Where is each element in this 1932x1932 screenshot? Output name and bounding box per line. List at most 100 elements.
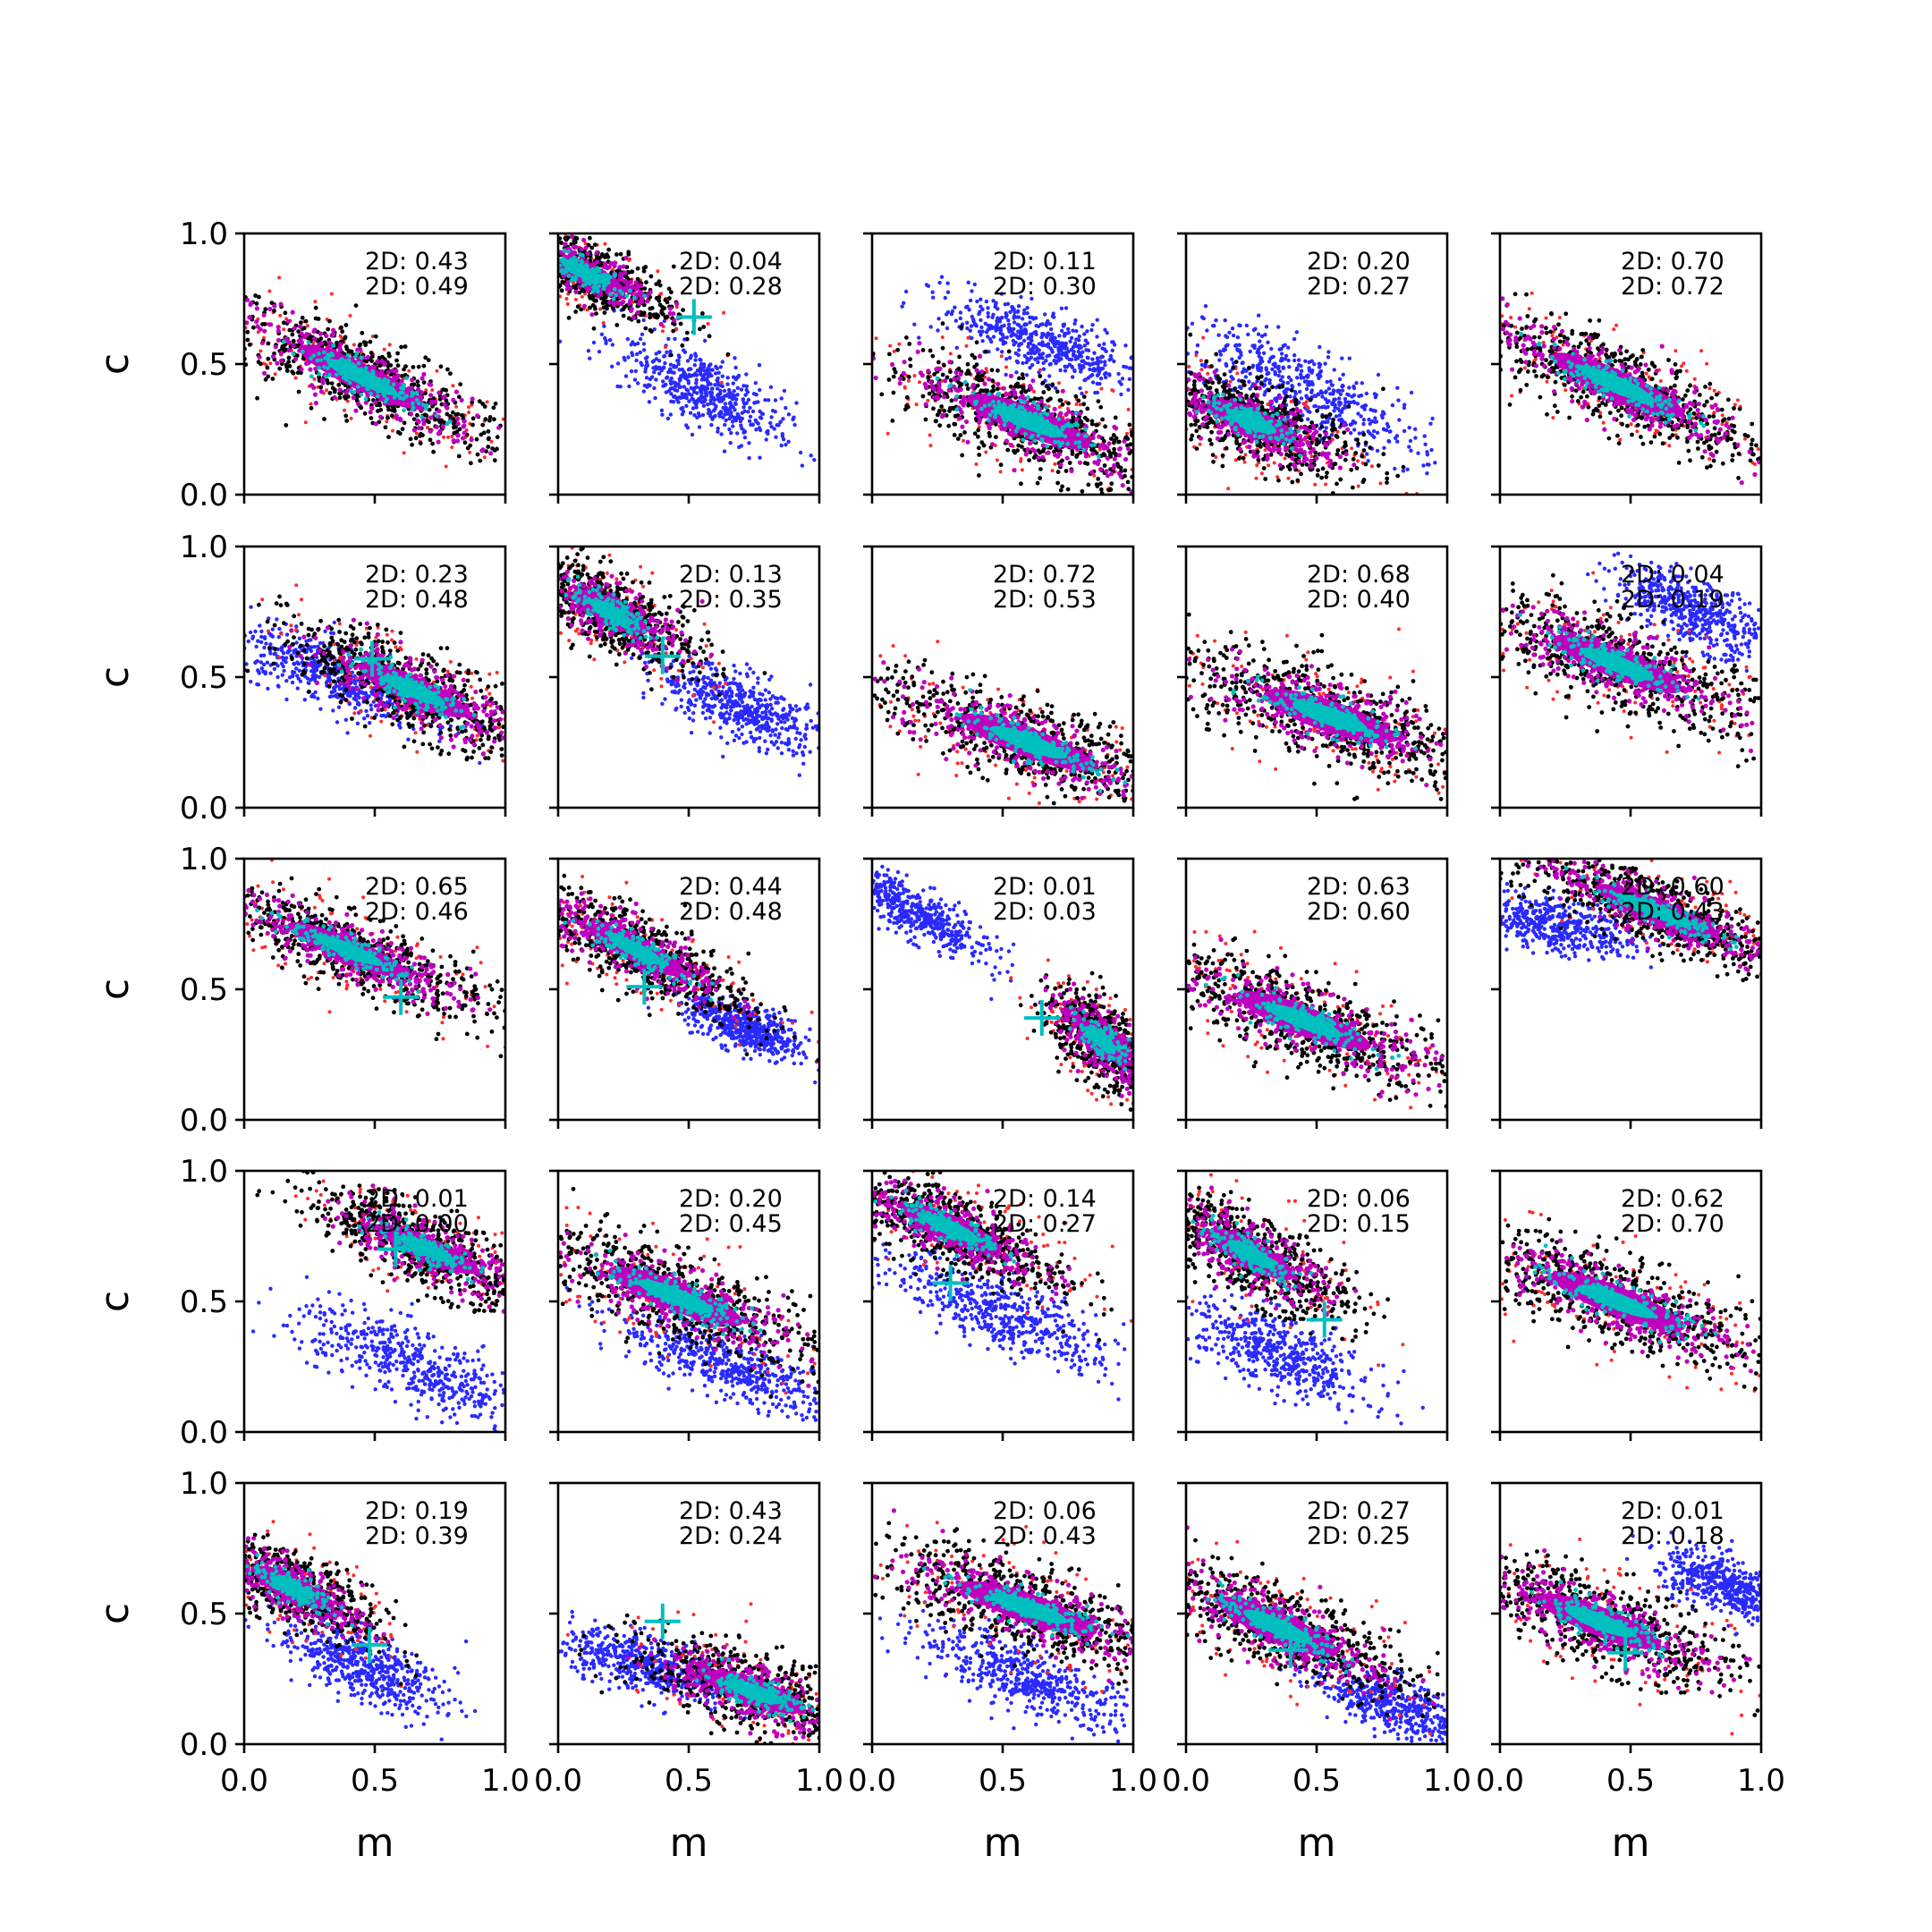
red-point (450, 445, 453, 449)
black-point (402, 368, 406, 372)
red-point (343, 409, 346, 412)
black-point (387, 354, 392, 359)
red-point (430, 388, 434, 392)
red-point (490, 440, 494, 444)
red-point (304, 420, 308, 424)
black-point (456, 412, 461, 417)
black-point (290, 333, 294, 337)
black-point (354, 303, 359, 308)
black-point (483, 404, 487, 409)
red-point (309, 402, 313, 406)
black-point (441, 387, 445, 392)
black-point (496, 435, 500, 439)
black-point (271, 377, 275, 381)
red-point (467, 411, 470, 414)
red-point (445, 465, 448, 469)
black-point (251, 326, 256, 330)
black-point (336, 383, 341, 387)
red-point (385, 419, 388, 423)
black-point (309, 406, 314, 411)
black-point (476, 453, 480, 457)
red-point (325, 388, 328, 392)
black-point (439, 364, 444, 369)
black-point (374, 335, 378, 339)
red-point (483, 455, 487, 459)
black-point (264, 377, 268, 382)
black-point (419, 441, 423, 445)
black-point (327, 319, 332, 324)
red-point (451, 384, 454, 387)
black-point (458, 382, 462, 386)
black-point (486, 445, 490, 449)
black-point (399, 345, 403, 350)
black-point (343, 335, 348, 340)
black-point (318, 386, 323, 390)
red-point (454, 405, 458, 409)
black-point (470, 423, 475, 428)
black-point (344, 419, 349, 423)
red-point (268, 361, 272, 365)
black-point (478, 459, 482, 463)
black-point (469, 461, 473, 465)
red-point (278, 314, 282, 318)
black-point (263, 322, 267, 326)
black-point (344, 323, 349, 327)
black-point (360, 331, 364, 335)
black-point (266, 357, 270, 361)
black-point (411, 365, 416, 369)
black-point (330, 381, 335, 386)
black-point (412, 382, 417, 386)
black-point (409, 436, 413, 441)
black-point (393, 409, 397, 413)
red-point (339, 335, 343, 338)
black-point (326, 381, 330, 386)
black-point (267, 342, 271, 346)
black-point (288, 364, 292, 369)
black-point (414, 436, 419, 440)
black-point (395, 352, 400, 356)
black-point (339, 326, 343, 330)
black-point (255, 396, 259, 401)
red-point (274, 372, 277, 376)
black-point (416, 379, 420, 384)
black-point (363, 411, 368, 416)
black-point (396, 363, 401, 368)
black-point (493, 458, 497, 462)
red-point (468, 451, 471, 454)
black-point (424, 413, 428, 418)
black-point (410, 443, 414, 447)
red-point (313, 377, 317, 381)
black-point (433, 418, 437, 422)
black-point (255, 301, 259, 306)
black-point (340, 329, 344, 334)
black-point (403, 344, 408, 349)
black-point (463, 440, 468, 445)
black-point (304, 319, 309, 324)
black-point (401, 427, 405, 431)
black-point (272, 309, 276, 313)
black-point (451, 411, 455, 415)
black-point (314, 306, 318, 310)
black-point (246, 338, 250, 343)
black-point (487, 429, 491, 434)
red-point (446, 436, 450, 439)
black-point (245, 330, 250, 335)
black-point (415, 413, 419, 418)
black-point (487, 436, 491, 441)
red-point (352, 343, 356, 347)
black-point (369, 416, 374, 420)
red-point (407, 369, 411, 373)
black-point (471, 416, 476, 420)
black-point (350, 350, 354, 354)
red-point (402, 451, 406, 454)
black-point (301, 316, 305, 320)
black-point (343, 414, 348, 419)
black-point (253, 293, 258, 298)
red-point (467, 405, 470, 409)
black-point (299, 320, 303, 325)
black-point (448, 371, 453, 376)
black-point (386, 416, 390, 420)
red-point (383, 348, 386, 352)
